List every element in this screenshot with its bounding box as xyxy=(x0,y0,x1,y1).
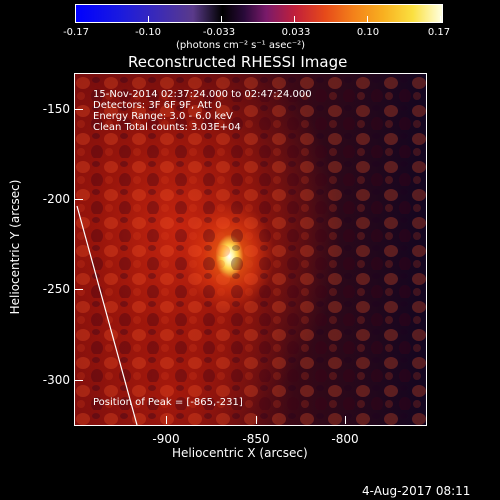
colorbar-tick-label: -0.17 xyxy=(63,27,89,38)
y-tick-label: -300 xyxy=(42,373,70,387)
colorbar-tick-mark xyxy=(367,16,368,22)
y-tick-label: -150 xyxy=(42,102,70,116)
x-axis-label: Heliocentric X (arcsec) xyxy=(172,446,308,460)
x-tick-mark xyxy=(166,416,167,424)
y-axis-label: Heliocentric Y (arcsec) xyxy=(8,179,22,315)
y-tick-label: -250 xyxy=(42,282,70,296)
y-tick-label: -200 xyxy=(42,192,70,206)
colorbar-units: (photons cm⁻² s⁻¹ asec⁻²) xyxy=(176,40,306,51)
limb-line xyxy=(76,205,138,425)
x-tick-mark xyxy=(345,416,346,424)
y-tick-mark xyxy=(75,109,83,110)
colorbar-tick-mark xyxy=(221,16,222,22)
energy-range-label: Energy Range: 3.0 - 6.0 keV xyxy=(93,111,233,122)
time-range-label: 15-Nov-2014 02:37:24.000 to 02:47:24.000 xyxy=(93,89,312,100)
x-tick-label: -900 xyxy=(152,432,180,446)
clean-counts-label: Clean Total counts: 3.03E+04 xyxy=(93,122,241,133)
plot-title: Reconstructed RHESSI Image xyxy=(128,53,348,71)
timestamp-footer: 4-Aug-2017 08:11 xyxy=(362,484,471,498)
colorbar-tick-label: 0.033 xyxy=(281,27,311,38)
colorbar-tick-mark xyxy=(440,16,441,22)
y-tick-mark xyxy=(75,380,83,381)
colorbar-tick-mark xyxy=(148,16,149,22)
y-tick-mark xyxy=(75,289,83,290)
colorbar-tick-label: -0.033 xyxy=(202,27,236,38)
detectors-label: Detectors: 3F 6F 9F, Att 0 xyxy=(93,100,222,111)
colorbar-tick-label: -0.10 xyxy=(135,27,161,38)
colorbar-tick-label: 0.10 xyxy=(356,27,380,38)
image-panel: 15-Nov-2014 02:37:24.000 to 02:47:24.000… xyxy=(74,73,427,426)
color-bar xyxy=(75,4,443,23)
peak-position-label: Position of Peak = [-865,-231] xyxy=(93,397,243,408)
colorbar-tick-mark xyxy=(75,16,76,22)
x-tick-mark xyxy=(256,416,257,424)
x-tick-label: -850 xyxy=(242,432,270,446)
colorbar-tick-label: 0.17 xyxy=(427,27,451,38)
y-tick-mark xyxy=(75,199,83,200)
x-tick-label: -800 xyxy=(331,432,359,446)
pixel-texture xyxy=(75,74,426,425)
colorbar-tick-mark xyxy=(294,16,295,22)
